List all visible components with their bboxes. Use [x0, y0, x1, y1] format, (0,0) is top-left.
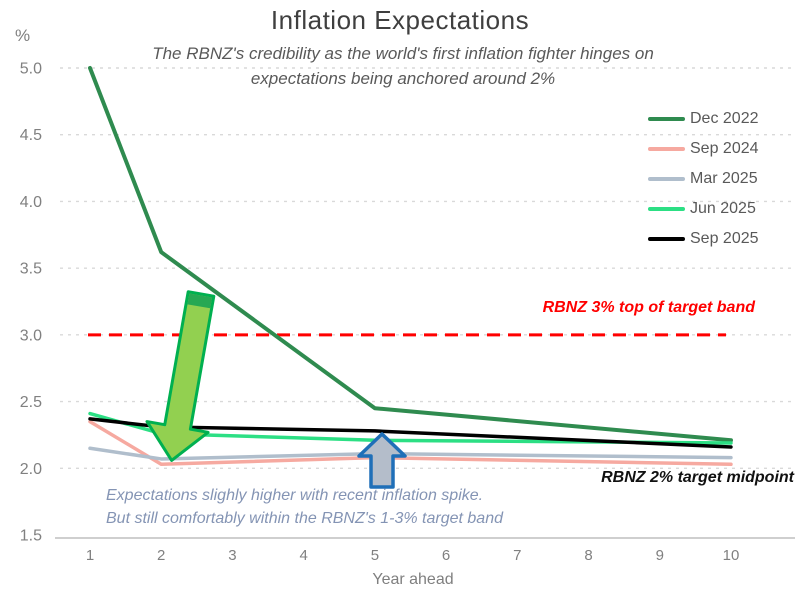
- annotation-note-line2: But still comfortably within the RBNZ's …: [106, 510, 503, 527]
- chart-subtitle-line2: expectations being anchored around 2%: [250, 69, 556, 88]
- chart-subtitle-line1: The RBNZ's credibility as the world's fi…: [152, 44, 654, 63]
- legend-item-dec-2022: Dec 2022: [648, 104, 759, 134]
- reference-line-label: RBNZ 3% top of target band: [542, 299, 755, 316]
- legend-item-sep-2025: Sep 2025: [648, 224, 759, 254]
- legend-label: Sep 2024: [690, 140, 759, 157]
- x-tick-5: 5: [371, 547, 379, 564]
- legend: Dec 2022 Sep 2024 Mar 2025 Jun 2025 Sep 2025: [648, 104, 759, 254]
- x-tick-9: 9: [656, 547, 664, 564]
- y-tick-2.0: 2.0: [20, 461, 42, 478]
- legend-label: Mar 2025: [690, 170, 758, 187]
- legend-item-sep-2024: Sep 2024: [648, 134, 759, 164]
- annotation-note-line1: Expectations slighly higher with recent …: [106, 487, 484, 504]
- y-tick-3.5: 3.5: [20, 261, 42, 278]
- y-axis-unit-label: %: [15, 26, 31, 45]
- y-tick-4.0: 4.0: [20, 194, 42, 211]
- x-tick-4: 4: [299, 547, 307, 564]
- x-tick-1: 1: [86, 547, 94, 564]
- legend-swatch: [648, 147, 685, 151]
- y-tick-2.5: 2.5: [20, 394, 42, 411]
- x-tick-3: 3: [228, 547, 236, 564]
- x-tick-2: 2: [157, 547, 165, 564]
- legend-label: Dec 2022: [690, 110, 759, 127]
- target-midpoint-label: RBNZ 2% target midpoint: [601, 469, 794, 486]
- y-tick-5.0: 5.0: [20, 61, 42, 78]
- x-tick-8: 8: [584, 547, 592, 564]
- x-tick-7: 7: [513, 547, 521, 564]
- series-line-sep-2024: [88, 419, 733, 467]
- chart-title: Inflation Expectations: [270, 5, 530, 35]
- legend-swatch: [648, 237, 685, 241]
- legend-item-mar-2025: Mar 2025: [648, 164, 759, 194]
- x-tick-6: 6: [442, 547, 450, 564]
- y-tick-1.5: 1.5: [20, 528, 42, 545]
- x-tick-10: 10: [723, 547, 740, 564]
- series-line-sep-2025: [88, 417, 733, 449]
- blue-up-arrow: [357, 432, 407, 489]
- legend-swatch: [648, 207, 685, 211]
- legend-label: Jun 2025: [690, 200, 756, 217]
- legend-swatch: [648, 177, 685, 181]
- y-tick-3.0: 3.0: [20, 327, 42, 344]
- legend-label: Sep 2025: [690, 230, 759, 247]
- legend-item-jun-2025: Jun 2025: [648, 194, 759, 224]
- legend-swatch: [648, 117, 685, 121]
- series-line-dec-2022: [88, 66, 733, 443]
- series-line-mar-2025: [88, 446, 733, 461]
- x-axis-title: Year ahead: [372, 571, 454, 588]
- y-tick-4.5: 4.5: [20, 127, 42, 144]
- green-down-arrow: [145, 290, 216, 462]
